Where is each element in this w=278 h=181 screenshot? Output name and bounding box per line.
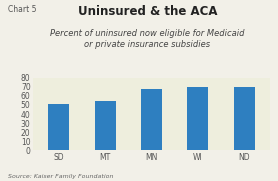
Text: Percent of uninsured now eligible for Medicaid
or private insurance subsidies: Percent of uninsured now eligible for Me… [50,29,245,49]
Bar [234,87,255,150]
Bar [48,104,69,150]
Bar [141,89,162,150]
Bar [187,87,208,150]
Text: Source: Kaiser Family Foundation: Source: Kaiser Family Foundation [8,174,114,179]
Text: Chart 5: Chart 5 [8,5,37,14]
Bar [95,101,116,150]
Text: Uninsured & the ACA: Uninsured & the ACA [78,5,217,18]
